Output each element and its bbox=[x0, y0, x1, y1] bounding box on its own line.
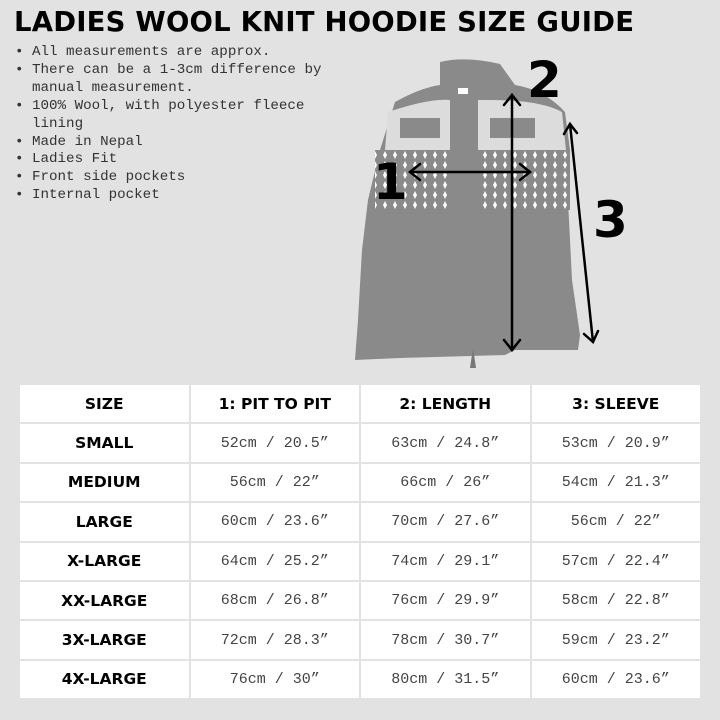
measurement-cell: 60cm / 23.6” bbox=[190, 503, 359, 541]
measurement-cell: 76cm / 29.9” bbox=[361, 581, 530, 620]
size-label-cell: MEDIUM bbox=[20, 463, 189, 502]
hoodie-measurement-diagram: 1 2 3 bbox=[340, 50, 640, 380]
measurement-cell: 56cm / 22” bbox=[190, 463, 359, 502]
note-item: Made in Nepal bbox=[14, 134, 332, 152]
measurement-cell: 54cm / 21.3” bbox=[531, 463, 700, 502]
measurement-cell: 60cm / 23.6” bbox=[531, 660, 700, 699]
measurement-cell: 66cm / 26” bbox=[361, 463, 530, 502]
note-item: Front side pockets bbox=[14, 169, 332, 187]
measurement-cell: 56cm / 22” bbox=[531, 503, 700, 541]
measurement-label-3: 3 bbox=[593, 191, 628, 249]
measurement-cell: 76cm / 30” bbox=[190, 660, 359, 699]
measurement-cell: 68cm / 26.8” bbox=[190, 581, 359, 620]
measurement-cell: 72cm / 28.3” bbox=[190, 621, 359, 659]
measurement-cell: 70cm / 27.6” bbox=[361, 503, 530, 541]
measurement-cell: 80cm / 31.5” bbox=[361, 660, 530, 699]
measurement-label-1: 1 bbox=[373, 153, 408, 211]
column-header: 2: LENGTH bbox=[361, 385, 530, 423]
measurement-cell: 52cm / 20.5” bbox=[190, 424, 359, 462]
note-item: Internal pocket bbox=[14, 187, 332, 205]
measurement-cell: 59cm / 23.2” bbox=[531, 621, 700, 659]
size-label-cell: XX-LARGE bbox=[20, 581, 189, 620]
size-label-cell: 3X-LARGE bbox=[20, 621, 189, 659]
product-notes-list: All measurements are approx. There can b… bbox=[14, 44, 332, 205]
hoodie-image bbox=[355, 59, 600, 368]
note-item: 100% Wool, with polyester fleece lining bbox=[14, 98, 332, 134]
note-item: There can be a 1-3cm difference by manua… bbox=[14, 62, 332, 98]
measurement-cell: 53cm / 20.9” bbox=[531, 424, 700, 462]
size-label-cell: X-LARGE bbox=[20, 542, 189, 580]
note-item: Ladies Fit bbox=[14, 151, 332, 169]
measurement-cell: 63cm / 24.8” bbox=[361, 424, 530, 462]
column-header: SIZE bbox=[20, 385, 189, 423]
size-label-cell: 4X-LARGE bbox=[20, 660, 189, 699]
measurement-cell: 58cm / 22.8” bbox=[531, 581, 700, 620]
measurement-cell: 78cm / 30.7” bbox=[361, 621, 530, 659]
size-label-cell: SMALL bbox=[20, 424, 189, 462]
column-header: 1: PIT TO PIT bbox=[190, 385, 359, 423]
measurement-label-2: 2 bbox=[527, 51, 562, 109]
measurement-cell: 57cm / 22.4” bbox=[531, 542, 700, 580]
size-table: SIZE 1: PIT TO PIT 2: LENGTH 3: SLEEVE SMALL… bbox=[20, 385, 700, 699]
measurement-cell: 74cm / 29.1” bbox=[361, 542, 530, 580]
column-header: 3: SLEEVE bbox=[531, 385, 700, 423]
size-label-cell: LARGE bbox=[20, 503, 189, 541]
note-item: All measurements are approx. bbox=[14, 44, 332, 62]
page-title: LADIES WOOL KNIT HOODIE SIZE GUIDE bbox=[14, 6, 635, 38]
measurement-cell: 64cm / 25.2” bbox=[190, 542, 359, 580]
sleeve-arrow bbox=[568, 122, 595, 344]
